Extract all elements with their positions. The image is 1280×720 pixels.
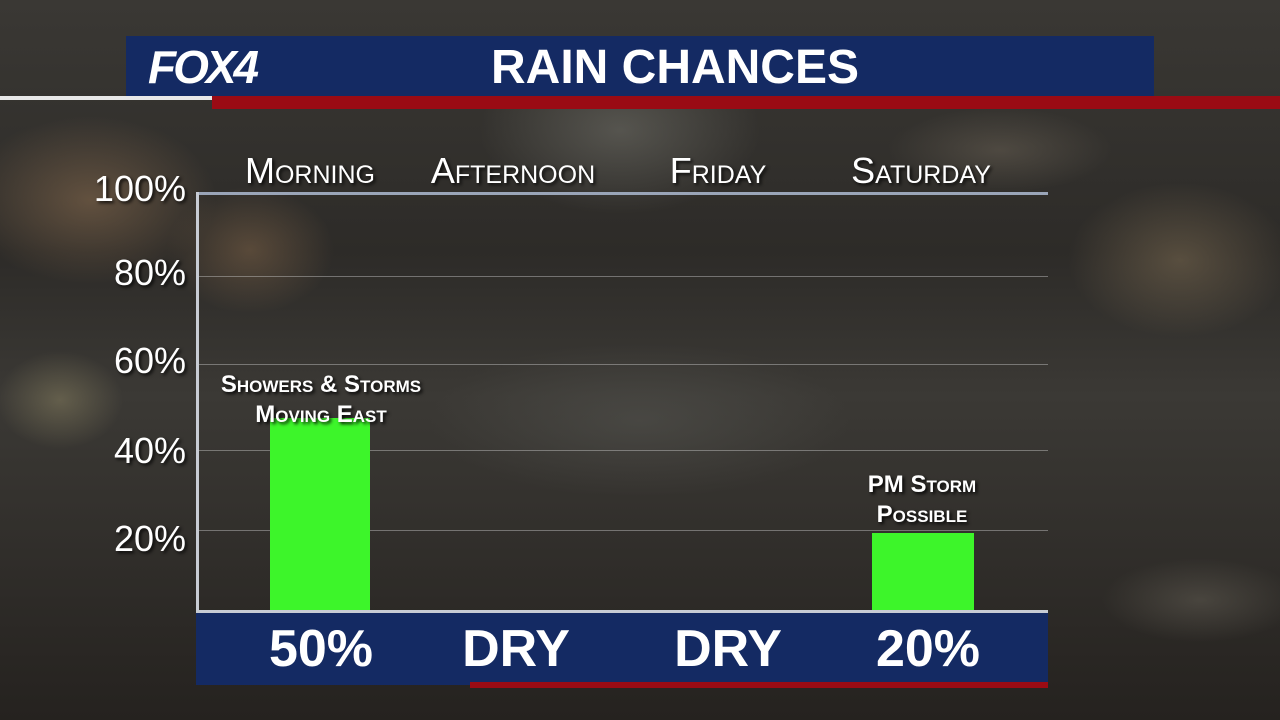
- y-tick-80: 80%: [113, 252, 186, 293]
- category-label-afternoon: Afternoon: [430, 150, 596, 191]
- gridline-40: [198, 450, 1048, 451]
- category-label-morning: Morning: [245, 150, 375, 191]
- page-title: RAIN CHANCES: [490, 41, 859, 94]
- y-tick-100: 100%: [93, 168, 186, 209]
- value-strip-red-stripe: [470, 682, 1048, 688]
- y-tick-20: 20%: [113, 518, 186, 559]
- y-axis-line: [196, 192, 199, 612]
- value-label-saturday: 20%: [875, 620, 981, 678]
- y-tick-40: 40%: [113, 430, 186, 471]
- annotation-saturday-line1: PM Storm: [867, 471, 977, 498]
- header-white-stripe: [0, 96, 212, 100]
- value-label-friday: DRY: [674, 620, 782, 678]
- annotation-morning: Showers & Storms Moving East: [191, 370, 451, 430]
- header-red-stripe: [212, 96, 1280, 109]
- gridline-80: [198, 276, 1048, 277]
- category-label-saturday: Saturday: [851, 150, 991, 191]
- fox4-logo: FOX4: [148, 41, 259, 93]
- gridline-20: [198, 530, 1048, 531]
- header-bar: [126, 36, 1154, 96]
- gridline-100: [198, 192, 1048, 195]
- annotation-morning-line2: Moving East: [255, 401, 387, 428]
- annotation-morning-line1: Showers & Storms: [220, 371, 422, 398]
- bar-morning: [270, 417, 370, 610]
- category-label-friday: Friday: [669, 150, 767, 191]
- value-label-afternoon: DRY: [462, 620, 570, 678]
- annotation-saturday: PM Storm Possible: [792, 470, 1052, 530]
- value-strip: [196, 610, 1048, 685]
- annotation-saturday-line2: Possible: [876, 501, 968, 528]
- gridline-60: [198, 364, 1048, 365]
- y-tick-60: 60%: [113, 340, 186, 381]
- bar-saturday: [872, 532, 974, 610]
- value-label-morning: 50%: [268, 620, 374, 678]
